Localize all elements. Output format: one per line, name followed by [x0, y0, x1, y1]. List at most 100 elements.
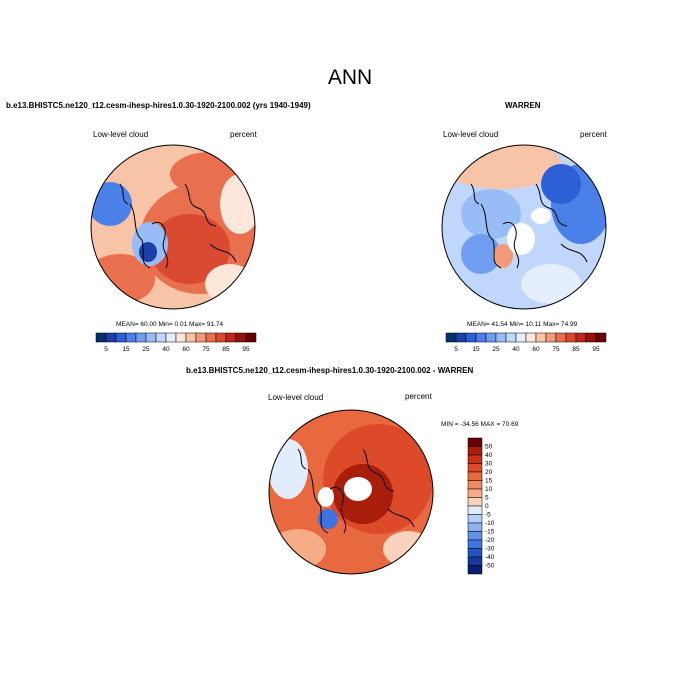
panel-3-colorbar-tick-label: 30: [485, 461, 493, 468]
panel-2-colorbar-box: [445, 332, 457, 343]
panel-1-colorbar-tick-label: 60: [182, 346, 190, 353]
panel-3-colorbar-tick-label: -10: [485, 520, 495, 527]
panel-3-colorbar-tick-label: 15: [485, 478, 493, 485]
panel-2-variable-label: Low-level cloud: [443, 130, 499, 139]
panel-1-colorbar-tick-label: 25: [142, 346, 150, 353]
panel-2-map: [441, 144, 607, 310]
panel-3-colorbar-tick-label: 5: [485, 495, 489, 502]
panel-1-colorbar-tick-label: 85: [222, 346, 230, 353]
panel-3-colorbar-box: [467, 497, 483, 507]
panel-2-colorbar-box: [455, 332, 467, 343]
panel-1-colorbar-box: [95, 332, 107, 343]
panel-3-units-label: percent: [405, 392, 432, 401]
panel-2-colorbar-box: [535, 332, 547, 343]
panel-2-field-region: [493, 244, 513, 268]
panel-2-colorbar-box: [515, 332, 527, 343]
panel-3-colorbar-tick-label: -40: [485, 554, 495, 561]
panel-1-colorbar-box: [155, 332, 167, 343]
panel-3-colorbar-box: [467, 480, 483, 490]
panel-3-colorbar-box: [467, 522, 483, 532]
panel-1-colorbar-box: [195, 332, 207, 343]
panel-2-colorbar-ticks: 5 15 25 40 60 75 85 95: [454, 346, 600, 353]
panel-3-colorbar-box: [467, 437, 483, 447]
panel-3-colorbar-tick-label: 50: [485, 444, 493, 451]
panel-3-colorbar-boxes: [467, 437, 483, 575]
panel-3-colorbar-box: [467, 488, 483, 498]
panel-1-colorbar-box: [165, 332, 177, 343]
panel-1-colorbar-box: [205, 332, 217, 343]
panel-3-missing-region: [344, 477, 372, 501]
panel-1-colorbar: 5 15 25 40 60 75 85 95: [95, 332, 257, 353]
panel-2-colorbar-tick-label: 5: [454, 346, 458, 353]
panel-3-colorbar-box: [467, 514, 483, 524]
panel-3-variable-label: Low-level cloud: [268, 393, 324, 402]
panel-1-colorbar-box: [175, 332, 187, 343]
panel-2-field-region: [541, 164, 581, 204]
panel-3-colorbar-box: [467, 539, 483, 549]
panel-1-colorbar-box: [145, 332, 157, 343]
panel-2-colorbar-tick-label: 25: [492, 346, 500, 353]
panel-1-colorbar-ticks: 5 15 25 40 60 75 85 95: [104, 346, 250, 353]
panel-1-field-region: [205, 264, 255, 304]
panel-2-colorbar-box: [475, 332, 487, 343]
panel-1-colorbar-box: [185, 332, 197, 343]
panel-3-colorbar-box: [467, 454, 483, 464]
panel-3-map: [268, 409, 434, 575]
panel-1-colorbar-box: [135, 332, 147, 343]
panel-2-colorbar-box: [485, 332, 497, 343]
figure-title: ANN: [327, 66, 373, 89]
panel-3-colorbar-tick-label: 10: [485, 486, 493, 493]
panel-3-colorbar-tick-label: -5: [485, 512, 491, 519]
panel-2-colorbar-tick-label: 60: [532, 346, 540, 353]
panel-1-colorbar-boxes: [95, 332, 257, 343]
panel-3-colorbar-tick-label: -30: [485, 546, 495, 553]
panel-3-missing-region: [318, 487, 334, 507]
panel-2-units-label: percent: [580, 130, 607, 139]
panel-1-colorbar-box: [105, 332, 117, 343]
panel-2-colorbar-box: [595, 332, 607, 343]
panel-2-colorbar-tick-label: 95: [592, 346, 600, 353]
panel-3-colorbar-box: [467, 556, 483, 566]
panel-1-units-label: percent: [230, 130, 257, 139]
panel-2-colorbar-box: [575, 332, 587, 343]
panel-2-coastlines: [470, 183, 588, 269]
panel-3-field-region: [318, 509, 338, 529]
panel-2-colorbar-tick-label: 75: [552, 346, 560, 353]
panel-3-colorbar-tick-label: 0: [485, 503, 489, 510]
panel-2-colorbar: 5 15 25 40 60 75 85 95: [445, 332, 607, 353]
panel-3-colorbar-box: [467, 463, 483, 473]
panel-3-field-region: [270, 529, 326, 569]
panel-1-colorbar-tick-label: 5: [104, 346, 108, 353]
panel-2-colorbar-box: [555, 332, 567, 343]
panel-1-colorbar-tick-label: 15: [122, 346, 130, 353]
panel-3-colorbar-tick-label: -20: [485, 537, 495, 544]
panel-1-colorbar-tick-label: 40: [162, 346, 170, 353]
panel-2-colorbar-box: [565, 332, 577, 343]
panel-2-colorbar-box: [465, 332, 477, 343]
panel-3-colorbar-box: [467, 471, 483, 481]
panel-1-map-border: [90, 144, 256, 310]
panel-2-stats: MEAN= 41.54 Min= 10.11 Max= 74.99: [467, 321, 578, 328]
panel-1-variable-label: Low-level cloud: [93, 130, 149, 139]
panel-3-title: b.e13.BHISTC5.ne120_t12.cesm-ihesp-hires…: [186, 366, 474, 375]
panel-1-stats: MEAN= 60.00 Min= 0.01 Max= 91.74: [116, 321, 224, 328]
panel-3-colorbar-tick-label: -15: [485, 529, 495, 536]
panel-2-colorbar-box: [505, 332, 517, 343]
panel-2-missing-region: [531, 208, 551, 224]
panel-3-colorbar-tick-label: 40: [485, 452, 493, 459]
panel-1-field-region: [139, 242, 157, 262]
panel-1-field-region: [91, 182, 132, 226]
panel-2-colorbar-tick-label: 40: [512, 346, 520, 353]
panel-2-colorbar-box: [585, 332, 597, 343]
panel-3-colorbar-box: [467, 565, 483, 575]
panel-1-title: b.e13.BHISTC5.ne120_t12.cesm-ihesp-hires…: [6, 101, 311, 110]
panel-2-colorbar-tick-label: 15: [472, 346, 480, 353]
panel-2-missing-region: [507, 223, 535, 255]
panel-3-colorbar-tick-label: 20: [485, 469, 493, 476]
panel-2-colorbar-box: [525, 332, 537, 343]
panel-3-colorbar-box: [467, 446, 483, 456]
panel-3-field-region: [269, 439, 308, 499]
panel-2-title: WARREN: [505, 101, 541, 110]
